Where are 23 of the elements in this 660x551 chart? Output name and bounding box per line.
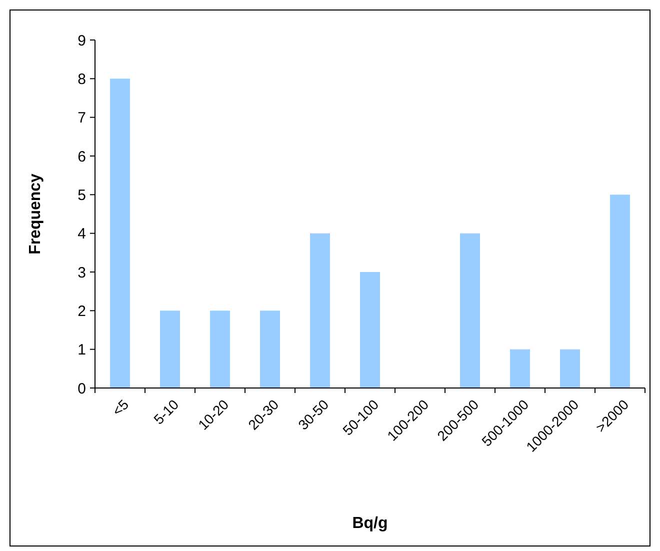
y-tick-label: 9 <box>78 32 86 50</box>
bar <box>110 78 130 388</box>
y-tick-label: 8 <box>78 70 86 88</box>
y-tick-label: 0 <box>78 380 86 398</box>
y-axis-title: Frequency <box>27 173 44 254</box>
y-tick-label: 7 <box>78 110 86 127</box>
bar <box>160 310 180 388</box>
bar <box>510 349 530 388</box>
bar <box>360 272 380 388</box>
x-tick-label: <5 <box>108 396 132 419</box>
y-tick-label: 2 <box>78 302 86 320</box>
bar <box>560 349 580 388</box>
bar <box>210 310 230 388</box>
y-tick-label: 5 <box>78 186 86 204</box>
y-tick-label: 4 <box>78 226 86 243</box>
bar <box>310 233 330 388</box>
bar <box>260 310 280 388</box>
y-tick-label: 6 <box>78 148 86 166</box>
bar <box>610 194 630 388</box>
bar <box>460 233 480 388</box>
y-tick-label: 1 <box>78 342 86 359</box>
y-tick-label: 3 <box>78 264 86 282</box>
x-axis-title: Bq/g <box>352 515 388 532</box>
